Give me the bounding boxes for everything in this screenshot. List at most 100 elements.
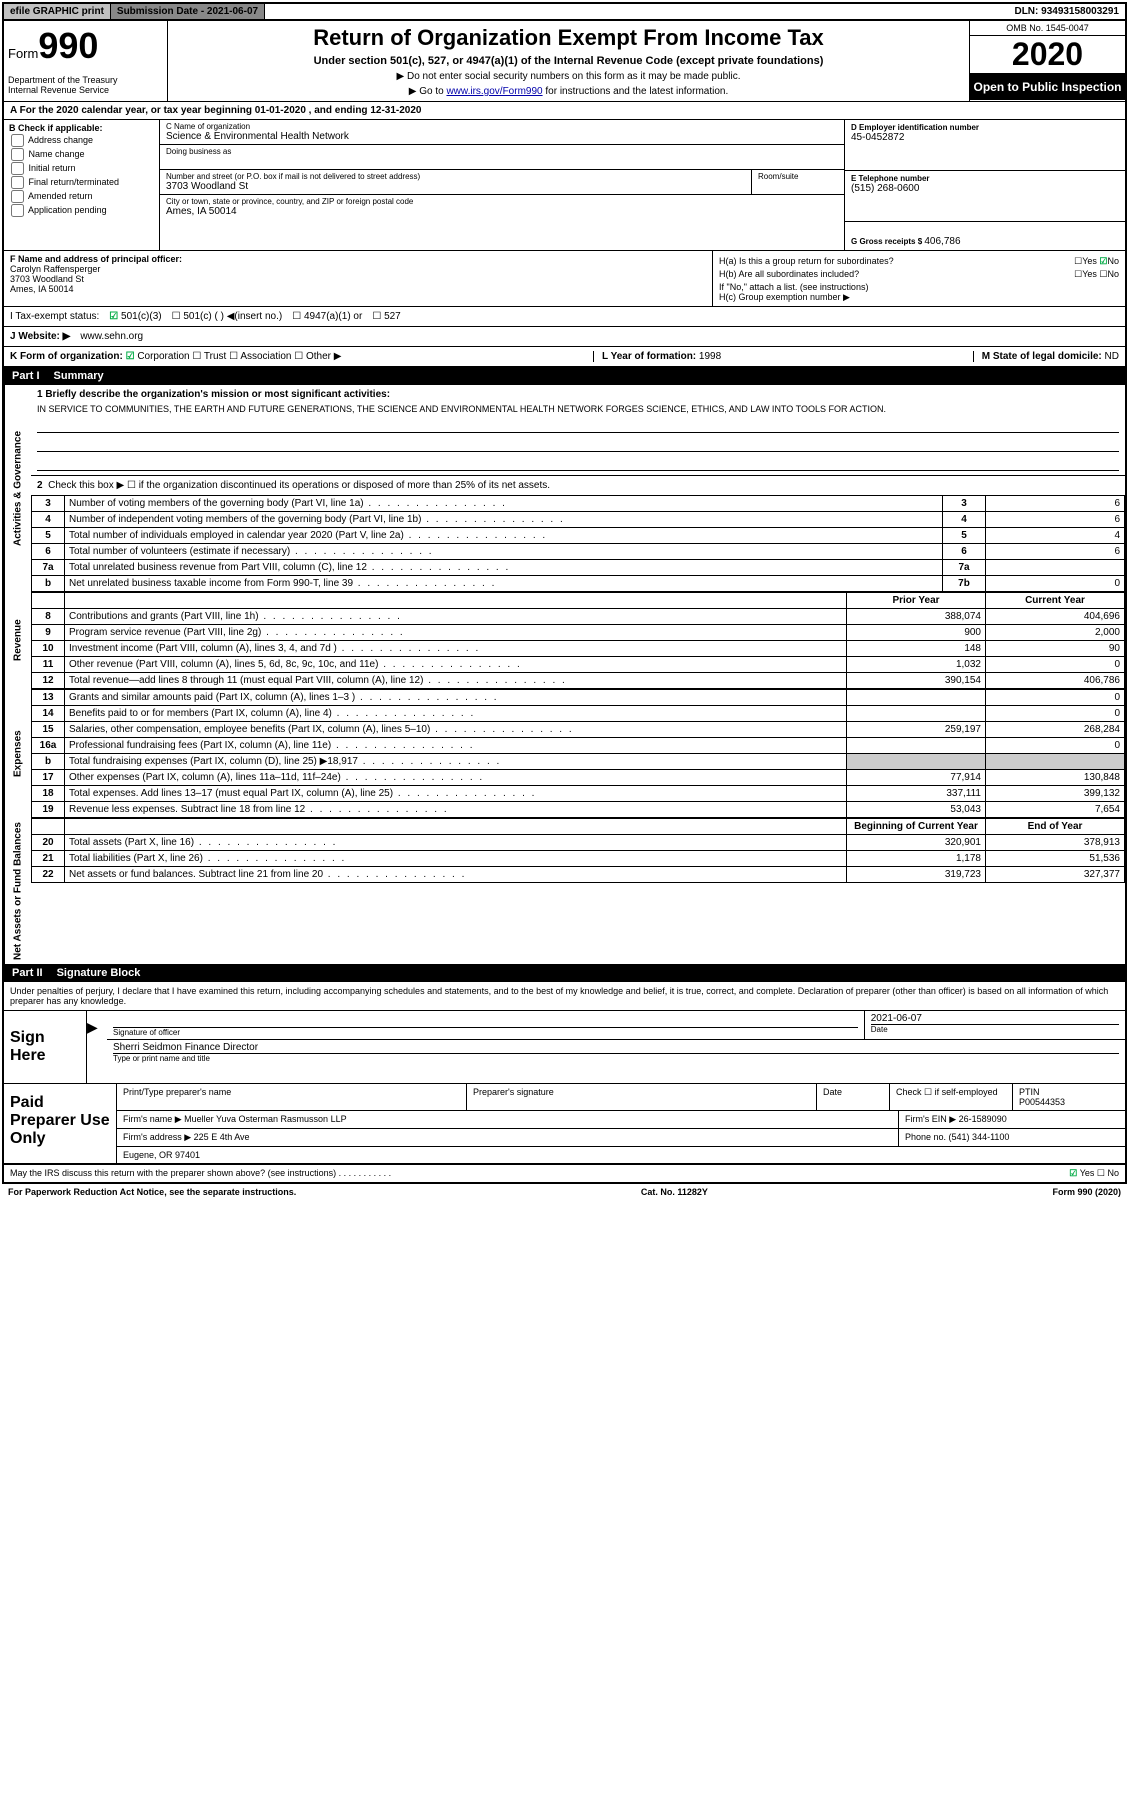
table-row: 8Contributions and grants (Part VIII, li… (32, 609, 1125, 625)
table-row: 16aProfessional fundraising fees (Part I… (32, 738, 1125, 754)
sign-arrow-icon (87, 1011, 107, 1083)
table-revenue: Prior YearCurrent Year8Contributions and… (31, 592, 1125, 689)
section-bcd: B Check if applicable: Address change Na… (4, 120, 1125, 251)
ha-yes[interactable]: Yes (1082, 256, 1097, 266)
org-name-label: C Name of organization (166, 122, 838, 131)
k-trust[interactable]: Trust (204, 351, 226, 362)
table-row: 22Net assets or fund balances. Subtract … (32, 867, 1125, 883)
i-501c[interactable]: 501(c) ( ) ◀(insert no.) (183, 311, 282, 322)
header-mid: Return of Organization Exempt From Incom… (168, 21, 969, 101)
table-row: 13Grants and similar amounts paid (Part … (32, 690, 1125, 706)
table-row: 3Number of voting members of the governi… (32, 496, 1125, 512)
i-501c3[interactable]: 501(c)(3) (121, 311, 162, 322)
hb-yes[interactable]: Yes (1082, 269, 1097, 279)
chk-initial-return[interactable]: Initial return (9, 162, 154, 175)
signature-intro: Under penalties of perjury, I declare th… (4, 982, 1125, 1011)
dept-treasury: Department of the Treasury Internal Reve… (8, 67, 163, 95)
i-527[interactable]: 527 (384, 311, 401, 322)
i-4947[interactable]: 4947(a)(1) or (304, 311, 362, 322)
sig-officer-label: Signature of officer (113, 1027, 858, 1037)
gross-value: 406,786 (924, 236, 960, 247)
note2-pre: Go to (419, 86, 446, 97)
table-row: 14Benefits paid to or for members (Part … (32, 706, 1125, 722)
part1-expenses: Expenses 13Grants and similar amounts pa… (4, 689, 1125, 818)
preparer-selfemp[interactable]: Check ☐ if self-employed (890, 1084, 1013, 1110)
open-public-badge: Open to Public Inspection (970, 74, 1125, 100)
officer-label: F Name and address of principal officer: (10, 254, 706, 264)
firm-addr2: Eugene, OR 97401 (117, 1147, 1125, 1163)
discuss-no[interactable]: No (1107, 1168, 1119, 1178)
table-row: 11Other revenue (Part VIII, column (A), … (32, 657, 1125, 673)
submission-date: Submission Date - 2021-06-07 (111, 4, 265, 19)
ein-label: D Employer identification number (851, 123, 1119, 132)
hc-label: H(c) Group exemption number ▶ (719, 292, 1119, 303)
table-row: 21Total liabilities (Part X, line 26)1,1… (32, 851, 1125, 867)
part2-title: Signature Block (57, 967, 141, 979)
l-label: L Year of formation: (602, 351, 699, 362)
table-row: Prior YearCurrent Year (32, 593, 1125, 609)
hb-no[interactable]: No (1107, 269, 1119, 279)
col-b-checkboxes: B Check if applicable: Address change Na… (4, 120, 160, 250)
table-row: 7aTotal unrelated business revenue from … (32, 560, 1125, 576)
part1-revenue: Revenue Prior YearCurrent Year8Contribut… (4, 592, 1125, 689)
phone-label: E Telephone number (851, 174, 1119, 183)
chk-app-pending[interactable]: Application pending (9, 204, 154, 217)
firm-ein-label: Firm's EIN ▶ (905, 1114, 956, 1124)
chk-name-change[interactable]: Name change (9, 148, 154, 161)
note2-post: for instructions and the latest informat… (543, 86, 729, 97)
ptin-label: PTIN (1019, 1087, 1119, 1097)
discuss-yes[interactable]: Yes (1080, 1168, 1095, 1178)
q1-label: 1 Briefly describe the organization's mi… (37, 389, 1119, 400)
i-label: I Tax-exempt status: (10, 311, 99, 322)
paid-preparer-grid: Print/Type preparer's name Preparer's si… (117, 1084, 1125, 1163)
table-row: Beginning of Current YearEnd of Year (32, 819, 1125, 835)
irs-link[interactable]: www.irs.gov/Form990 (446, 86, 542, 97)
chk-final-return[interactable]: Final return/terminated (9, 176, 154, 189)
table-row: 19Revenue less expenses. Subtract line 1… (32, 802, 1125, 818)
k-assoc[interactable]: Association (240, 351, 291, 362)
top-bar: efile GRAPHIC print Submission Date - 20… (4, 4, 1125, 21)
org-name: Science & Environmental Health Network (166, 131, 838, 142)
col-h-group: H(a) Is this a group return for subordin… (713, 251, 1125, 306)
firm-name-value: Mueller Yuva Osterman Rasmusson LLP (184, 1114, 346, 1124)
table-row: 5Total number of individuals employed in… (32, 528, 1125, 544)
table-row: 18Total expenses. Add lines 13–17 (must … (32, 786, 1125, 802)
ha-label: H(a) Is this a group return for subordin… (719, 256, 894, 267)
chk-address-change[interactable]: Address change (9, 134, 154, 147)
officer-name: Carolyn Raffensperger (10, 264, 706, 274)
row-i-tax-status: I Tax-exempt status: ☑ 501(c)(3) ☐ 501(c… (4, 307, 1125, 327)
k-corp[interactable]: Corporation (137, 351, 189, 362)
row-a-tax-year: A For the 2020 calendar year, or tax yea… (4, 101, 1125, 120)
sig-date-value: 2021-06-07 (871, 1013, 1119, 1024)
city-label: City or town, state or province, country… (166, 197, 838, 206)
form-container: efile GRAPHIC print Submission Date - 20… (2, 2, 1127, 1184)
hb-note: If "No," attach a list. (see instruction… (719, 282, 1119, 292)
form-ref: Form 990 (2020) (1052, 1187, 1121, 1197)
col-c-org-info: C Name of organization Science & Environ… (160, 120, 845, 250)
header-left: Form990 Department of the Treasury Inter… (4, 21, 168, 101)
form-number: 990 (38, 25, 98, 66)
preparer-sig-label: Preparer's signature (467, 1084, 817, 1110)
paid-preparer-label: Paid Preparer Use Only (4, 1084, 117, 1163)
tab-net-assets: Net Assets or Fund Balances (4, 818, 31, 964)
tab-expenses: Expenses (4, 689, 31, 818)
row-klm: K Form of organization: ☑ Corporation ☐ … (4, 347, 1125, 367)
form-word: Form (8, 46, 38, 61)
ha-no[interactable]: No (1107, 256, 1119, 266)
table-row: 9Program service revenue (Part VIII, lin… (32, 625, 1125, 641)
preparer-date-label: Date (817, 1084, 890, 1110)
col-f-officer: F Name and address of principal officer:… (4, 251, 713, 306)
table-row: 17Other expenses (Part IX, column (A), l… (32, 770, 1125, 786)
ein-value: 45-0452872 (851, 132, 1119, 143)
sign-here-block: Sign Here Signature of officer 2021-06-0… (4, 1011, 1125, 1084)
l-val: 1998 (699, 351, 721, 362)
table-net-assets: Beginning of Current YearEnd of Year20To… (31, 818, 1125, 883)
phone-value: (515) 268-0600 (851, 183, 1119, 194)
table-expenses: 13Grants and similar amounts paid (Part … (31, 689, 1125, 818)
officer-street: 3703 Woodland St (10, 274, 706, 284)
k-other[interactable]: Other ▶ (306, 351, 341, 362)
tax-year: 2020 (970, 36, 1125, 74)
chk-amended[interactable]: Amended return (9, 190, 154, 203)
q1-text: IN SERVICE TO COMMUNITIES, THE EARTH AND… (37, 404, 1119, 414)
part1-title: Summary (54, 370, 104, 382)
